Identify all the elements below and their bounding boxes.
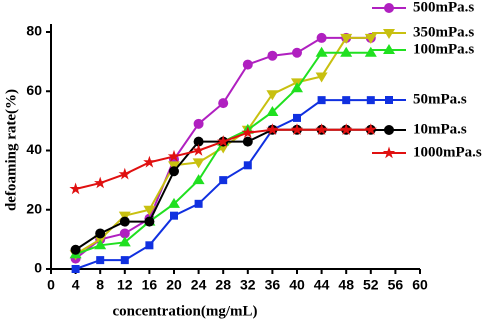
marker <box>315 46 328 57</box>
legend-label: 50mPa.s <box>413 91 467 107</box>
legend-label: 1000mPa.s <box>413 144 482 160</box>
y-tick-label: 80 <box>26 23 42 39</box>
marker <box>94 176 107 189</box>
legend-marker <box>384 3 394 13</box>
marker <box>69 182 82 195</box>
marker <box>194 199 203 208</box>
y-tick-label: 0 <box>34 260 42 276</box>
x-tick-label: 36 <box>265 277 281 293</box>
y-axis-label: defoaming rate(%) <box>3 89 19 211</box>
marker <box>118 236 131 247</box>
marker <box>290 123 304 135</box>
marker <box>241 126 254 138</box>
marker <box>242 136 253 147</box>
marker <box>315 72 328 83</box>
marker <box>144 216 155 227</box>
marker <box>94 239 107 250</box>
legend-marker <box>383 44 395 54</box>
x-tick-label: 60 <box>412 277 428 293</box>
x-tick-label: 56 <box>388 277 404 293</box>
marker <box>119 216 130 227</box>
x-tick-label: 44 <box>314 277 330 293</box>
x-tick-label: 0 <box>47 277 55 293</box>
marker <box>119 228 130 239</box>
marker <box>120 256 129 265</box>
marker <box>219 176 228 185</box>
marker <box>96 256 105 265</box>
x-tick-label: 16 <box>142 277 158 293</box>
marker <box>340 33 353 44</box>
marker <box>316 32 327 43</box>
marker <box>340 46 353 57</box>
marker <box>315 123 328 135</box>
marker <box>342 96 351 105</box>
marker <box>242 59 253 70</box>
y-tick-label: 60 <box>26 82 42 98</box>
marker <box>95 228 106 239</box>
marker <box>317 96 326 105</box>
marker <box>170 211 178 220</box>
marker <box>267 50 278 61</box>
marker <box>168 197 180 208</box>
x-tick-label: 4 <box>72 277 80 293</box>
x-tick-label: 28 <box>215 277 231 293</box>
marker <box>70 244 81 255</box>
marker <box>118 167 131 180</box>
legend-marker <box>385 96 393 104</box>
marker <box>218 98 229 109</box>
x-tick-label: 52 <box>363 277 379 293</box>
legend-label: 350mPa.s <box>413 24 474 40</box>
x-tick-label: 20 <box>166 277 182 293</box>
marker <box>145 241 154 250</box>
marker <box>364 46 377 57</box>
legend-label: 100mPa.s <box>413 41 474 57</box>
marker <box>266 105 279 116</box>
legend-marker <box>383 29 395 39</box>
marker <box>192 174 205 185</box>
marker <box>169 166 179 177</box>
marker <box>340 123 353 135</box>
marker <box>192 144 205 156</box>
marker <box>291 82 303 93</box>
marker <box>366 96 375 105</box>
legend-marker <box>382 146 396 159</box>
marker <box>193 136 204 147</box>
marker <box>266 123 279 135</box>
marker <box>143 205 156 216</box>
marker <box>292 47 302 58</box>
y-tick-label: 40 <box>26 141 42 157</box>
marker <box>266 90 279 101</box>
marker <box>364 33 377 44</box>
y-tick-label: 20 <box>26 200 42 216</box>
x-tick-label: 40 <box>289 277 305 293</box>
x-tick-label: 48 <box>338 277 354 293</box>
marker <box>71 265 80 273</box>
x-tick-label: 24 <box>191 277 207 293</box>
marker <box>217 135 230 147</box>
marker <box>293 113 301 122</box>
marker <box>167 149 181 162</box>
x-tick-label: 8 <box>96 277 104 293</box>
marker <box>192 158 205 169</box>
marker <box>143 155 156 168</box>
legend-label: 500mPa.s <box>413 0 474 15</box>
x-tick-label: 32 <box>240 277 256 293</box>
marker <box>364 123 377 135</box>
x-tick-label: 12 <box>117 277 133 293</box>
legend-label: 10mPa.s <box>413 121 467 137</box>
legend-marker <box>384 125 394 135</box>
marker <box>243 161 252 170</box>
x-axis-label: concentration(mg/mL) <box>113 303 258 319</box>
marker <box>193 118 204 129</box>
